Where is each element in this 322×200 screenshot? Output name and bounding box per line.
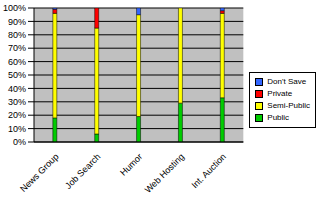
svg-text:20%: 20%: [8, 110, 26, 120]
svg-text:100%: 100%: [8, 3, 26, 13]
html-text:Private: Private: [267, 89, 293, 98]
svg-text:40%: 40%: [8, 84, 26, 94]
svg-text:0%: 0%: [13, 137, 26, 147]
svg-text:Humor: Humor: [118, 152, 144, 178]
html-text:Public: Public: [267, 113, 290, 122]
svg-text:News Group: News Group: [18, 152, 60, 194]
html-text:Semi-Public: Semi-Public: [267, 101, 310, 110]
svg-text:30%: 30%: [8, 97, 26, 107]
svg-text:80%: 80%: [8, 30, 26, 40]
svg-text:Web Hosting: Web Hosting: [143, 152, 186, 195]
svg-text:90%: 90%: [8, 17, 26, 27]
svg-text:Int. Auction: Int. Auction: [189, 152, 228, 191]
svg-text:60%: 60%: [8, 57, 26, 67]
svg-text:10%: 10%: [8, 124, 26, 134]
svg-text:Job Search: Job Search: [63, 152, 102, 191]
svg-text:70%: 70%: [8, 43, 26, 53]
html-text:Don't Save: Don't Save: [267, 77, 307, 86]
svg-text:50%: 50%: [8, 70, 26, 80]
